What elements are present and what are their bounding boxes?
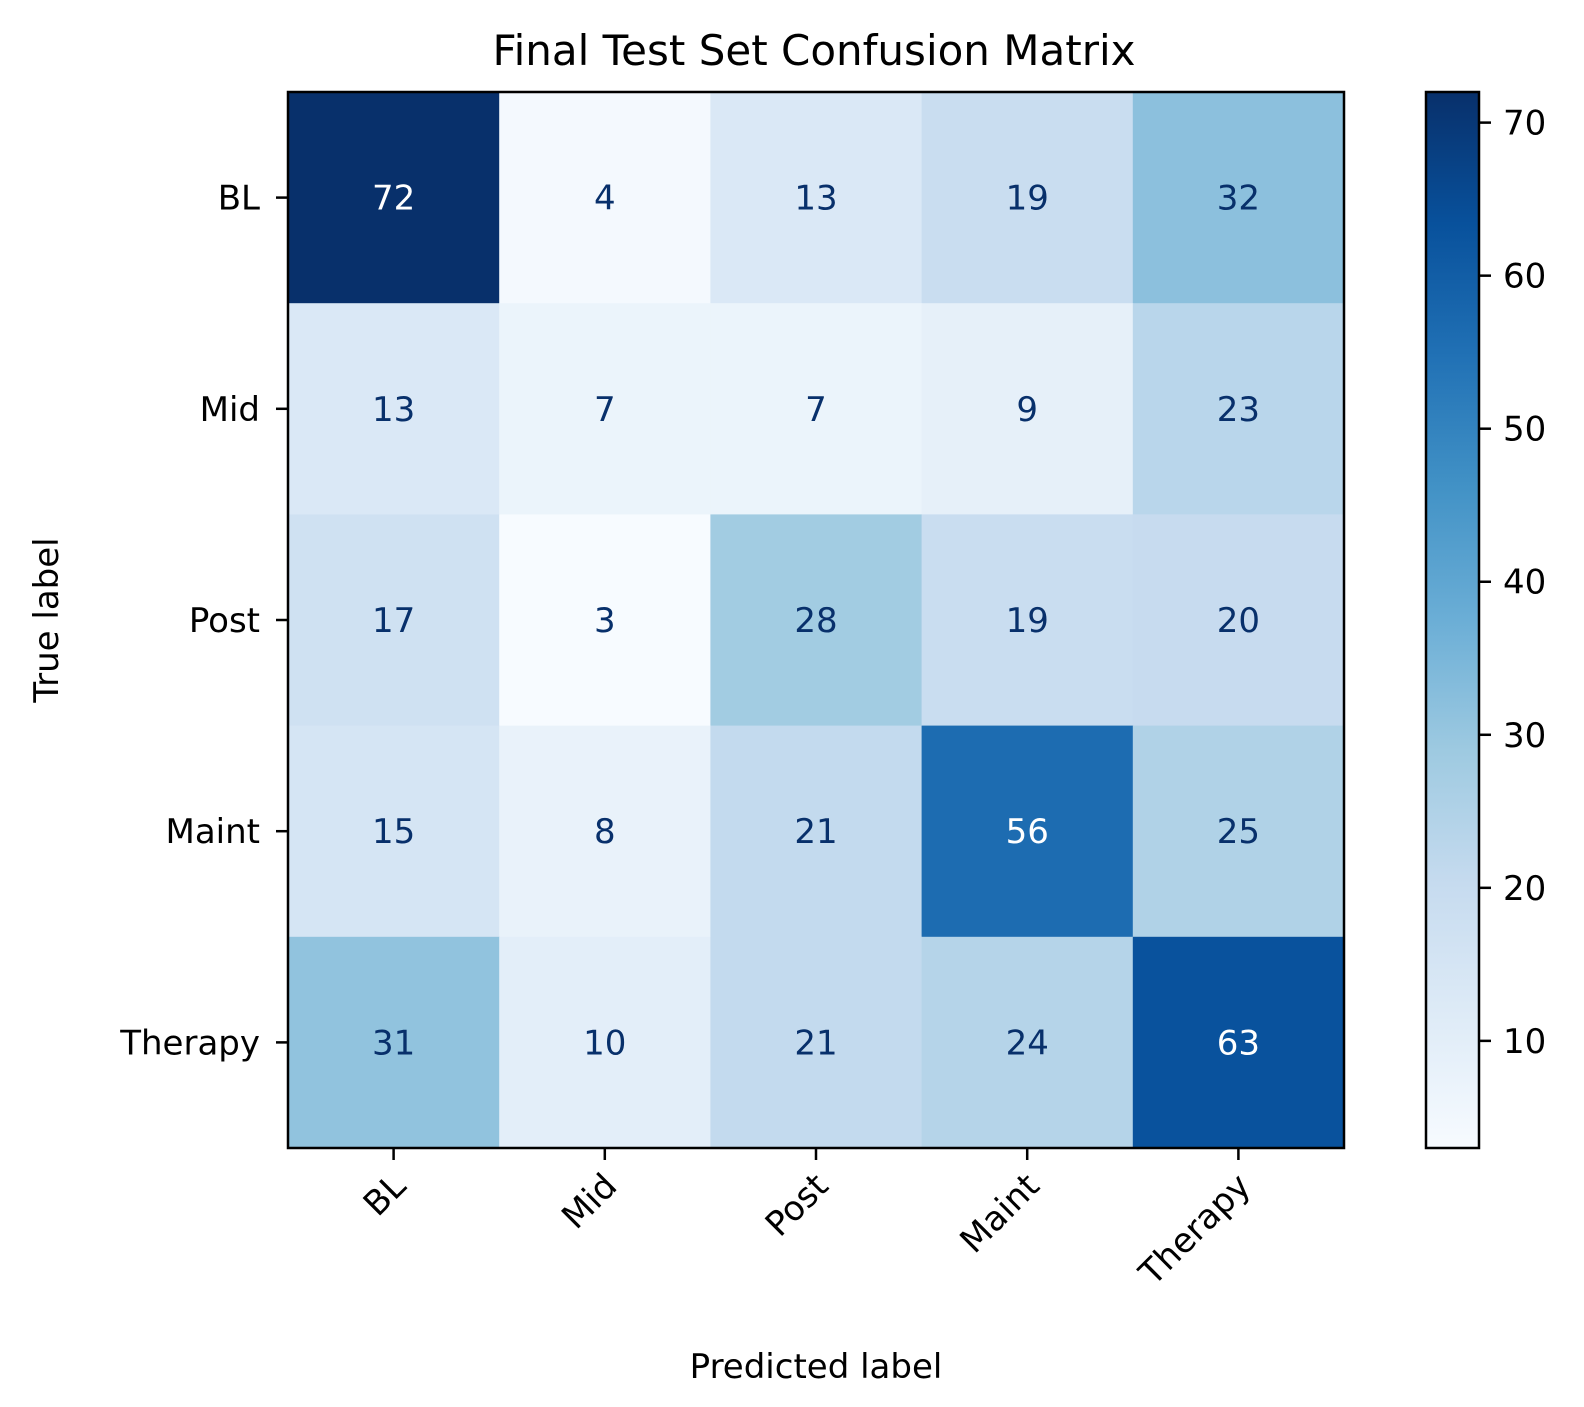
chart-title: Final Test Set Confusion Matrix <box>492 26 1135 75</box>
cell-value-label: 21 <box>794 812 837 852</box>
x-tick-label: BL <box>356 1166 414 1224</box>
colorbar-tick-label: 10 <box>1503 1022 1546 1062</box>
cell-value-label: 25 <box>1217 812 1260 852</box>
y-tick-label: Maint <box>166 812 261 852</box>
heatmap-cell <box>1132 92 1345 304</box>
cell-value-label: 21 <box>794 1023 837 1063</box>
colorbar-tick-label: 50 <box>1503 410 1546 450</box>
cell-value-label: 20 <box>1217 601 1260 641</box>
x-tick-label: Post <box>758 1166 837 1245</box>
y-axis-label: True label <box>27 537 67 703</box>
heatmap-cell <box>499 936 711 1149</box>
x-tick-label: Therapy <box>1131 1166 1259 1294</box>
cell-value-label: 7 <box>594 390 616 430</box>
cell-value-label: 7 <box>805 390 827 430</box>
cell-value-label: 15 <box>372 812 415 852</box>
cell-value-label: 4 <box>594 179 616 219</box>
y-tick-label: BL <box>218 179 260 219</box>
heatmap-cell <box>499 303 711 515</box>
y-tick-label: Mid <box>200 390 260 430</box>
x-tick-label: Mid <box>554 1166 625 1237</box>
colorbar-tick-label: 40 <box>1503 563 1546 603</box>
heatmap-cell <box>710 92 923 304</box>
cell-value-label: 31 <box>372 1023 415 1063</box>
heatmap-cell <box>710 514 923 727</box>
cell-value-label: 10 <box>583 1023 626 1063</box>
heatmap-cell <box>1132 303 1345 515</box>
heatmap-cell <box>288 725 500 938</box>
cell-value-label: 13 <box>372 390 415 430</box>
heatmap-cell <box>288 92 500 304</box>
colorbar-tick-label: 20 <box>1503 869 1546 909</box>
heatmap-cell <box>710 936 923 1149</box>
cell-value-label: 9 <box>1016 390 1038 430</box>
cell-value-label: 28 <box>794 601 837 641</box>
cell-value-label: 23 <box>1217 390 1260 430</box>
colorbar-ticks: 10 20 30 40 50 60 70 <box>1479 104 1546 1062</box>
cell-value-label: 17 <box>372 601 415 641</box>
colorbar-tick-label: 60 <box>1503 257 1546 297</box>
heatmap-cell <box>1132 725 1345 938</box>
cell-value-label: 8 <box>594 812 616 852</box>
cell-value-label: 63 <box>1217 1023 1260 1063</box>
cell-value-label: 32 <box>1217 179 1260 219</box>
colorbar <box>1424 90 1481 1150</box>
cell-value-label: 56 <box>1006 812 1049 852</box>
heatmap-cell <box>499 725 711 938</box>
heatmap-cell <box>1132 936 1345 1149</box>
x-axis-label: Predicted label <box>690 1347 943 1387</box>
heatmap-cell <box>921 514 1134 727</box>
heatmap-cell <box>288 936 500 1149</box>
heatmap-cell <box>499 92 711 304</box>
heatmap-cell <box>288 303 500 515</box>
cell-value-label: 19 <box>1006 601 1049 641</box>
cell-value-label: 19 <box>1006 179 1049 219</box>
heatmap-cell <box>288 514 500 727</box>
heatmap-cell <box>921 303 1134 515</box>
y-axis-ticks: BL Mid Post Maint Therapy <box>119 179 288 1063</box>
y-tick-label: Post <box>189 601 260 641</box>
heatmap-cells <box>288 92 1345 1149</box>
cell-value-label: 3 <box>594 601 616 641</box>
cell-value-labels: 72 4 13 19 32 13 7 7 9 23 17 3 28 19 20 15 8 21 56 25 31 10 21… <box>372 179 1260 1064</box>
heatmap-cell <box>710 303 923 515</box>
colorbar-tick-label: 30 <box>1503 716 1546 756</box>
x-tick-label: Maint <box>952 1166 1047 1261</box>
cell-value-label: 24 <box>1006 1023 1049 1063</box>
heatmap-cell <box>921 92 1134 304</box>
heatmap-cell <box>921 936 1134 1149</box>
heatmap-cell <box>921 725 1134 938</box>
y-tick-label: Therapy <box>119 1023 260 1063</box>
cell-value-label: 13 <box>794 179 837 219</box>
heatmap-cell <box>710 725 923 938</box>
colorbar-tick-label: 70 <box>1503 104 1546 144</box>
heatmap-cell <box>499 514 711 727</box>
cell-value-label: 72 <box>372 179 415 219</box>
x-axis-ticks: BL Mid Post Maint Therapy <box>356 1148 1259 1294</box>
heatmap-cell <box>1132 514 1345 727</box>
